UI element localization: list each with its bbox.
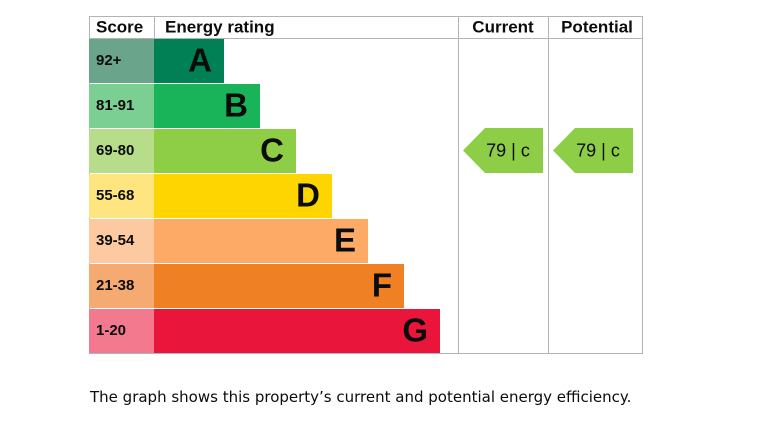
current-label: 79 | c: [486, 140, 530, 160]
rating-letter: E: [334, 222, 356, 259]
score-cell: [89, 219, 154, 263]
score-label: 55-68: [96, 187, 134, 204]
score-label: 21-38: [96, 277, 134, 294]
score-label: 81-91: [96, 97, 134, 114]
rating-bar: [154, 39, 224, 83]
rating-letter: D: [296, 177, 320, 214]
score-cell: [89, 129, 154, 173]
score-cell: [89, 174, 154, 218]
score-cell: [89, 264, 154, 308]
score-label: 92+: [96, 52, 122, 69]
rating-letter: C: [260, 132, 284, 169]
score-cell: [89, 309, 154, 353]
rating-bar: [154, 129, 296, 173]
epc-chart: Score Energy rating Current Potential 92…: [89, 16, 643, 354]
rating-letter: A: [188, 42, 212, 79]
rating-bar: [154, 84, 260, 128]
score-cell: [89, 39, 154, 83]
score-cell: [89, 84, 154, 128]
rating-letter: F: [372, 267, 392, 304]
rating-bar: [154, 309, 440, 353]
caption: The graph shows this property’s current …: [90, 388, 632, 406]
rating-letter: B: [224, 87, 248, 124]
rating-letter: G: [402, 312, 428, 349]
potential-label: 79 | c: [576, 140, 620, 160]
score-label: 1-20: [96, 322, 126, 339]
rating-bar: [154, 264, 404, 308]
rating-bar: [154, 174, 332, 218]
score-label: 39-54: [96, 232, 135, 249]
potential-arrow: [553, 128, 633, 173]
header-rating: Energy rating: [165, 17, 275, 36]
rating-bar: [154, 219, 368, 263]
score-label: 69-80: [96, 142, 134, 159]
header-current: Current: [472, 17, 534, 36]
header-potential: Potential: [561, 17, 633, 36]
current-arrow: [463, 128, 543, 173]
header-score: Score: [96, 17, 143, 36]
